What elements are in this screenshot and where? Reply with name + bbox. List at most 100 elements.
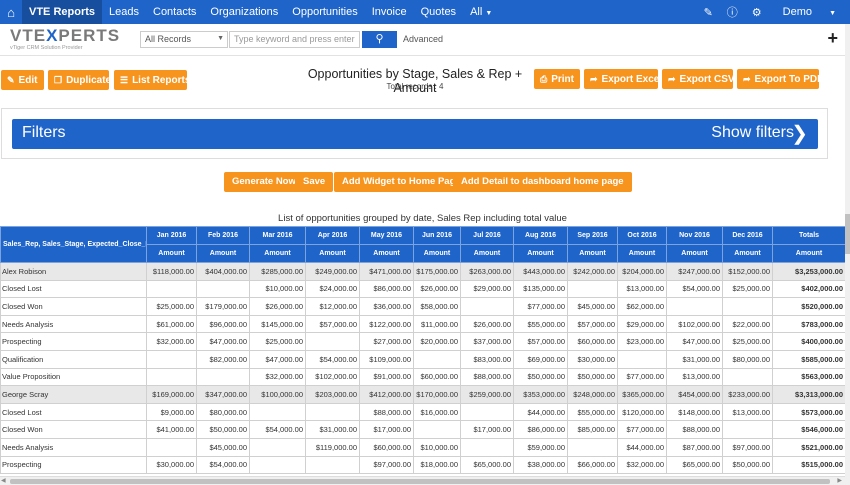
vertical-scroll-thumb[interactable] [845, 214, 850, 254]
horizontal-scrollbar[interactable]: ◀ ▶ [0, 476, 845, 485]
export-excel-button-label: Export Excel [601, 74, 663, 85]
duplicate-button-label: Duplicate [66, 75, 112, 86]
scroll-right-arrow-icon[interactable]: ▶ [837, 478, 842, 484]
nav-leads[interactable]: Leads [109, 6, 139, 18]
month-header[interactable]: Feb 2016 [196, 226, 250, 245]
record-filter-value: All Records [145, 34, 192, 44]
amount-cell: $45,000.00 [196, 437, 250, 457]
export-excel-button[interactable]: ➦ Export Excel [584, 69, 662, 89]
month-header[interactable]: Aug 2016 [513, 226, 568, 245]
amount-cell: $50,000.00 [513, 367, 568, 387]
month-header[interactable]: Mar 2016 [249, 226, 306, 245]
total-cell: $402,000.00 [772, 279, 845, 299]
amount-cell: $80,000.00 [196, 402, 250, 422]
search-input[interactable]: Type keyword and press enter [229, 31, 360, 48]
amount-header: Amount [772, 244, 845, 263]
amount-cell: $404,000.00 [196, 262, 250, 281]
generate-now-button[interactable]: Generate Now [224, 172, 304, 192]
sales-rep-cell: Alex Robison [0, 262, 147, 281]
table-row: Needs Analysis $45,000.00 $119,000.00 $60,0… [0, 437, 845, 457]
month-header[interactable]: May 2016 [359, 226, 414, 245]
amount-cell: $23,000.00 [617, 332, 667, 351]
save-button[interactable]: Save [295, 172, 334, 192]
month-header[interactable]: Jun 2016 [413, 226, 461, 245]
filters-toggle-bar[interactable]: Filters Show filters ❯ [12, 119, 818, 149]
gear-icon[interactable]: ⚙ [751, 6, 762, 19]
scroll-left-arrow-icon[interactable]: ◀ [1, 478, 6, 484]
amount-cell [617, 349, 667, 369]
amount-cell [460, 297, 514, 316]
table-row: Qualification $82,000.00 $47,000.00 $54,000… [0, 349, 845, 369]
export-icon: ➦ [590, 74, 598, 84]
amount-cell: $100,000.00 [249, 385, 306, 404]
amount-header: Amount [249, 244, 306, 263]
print-button[interactable]: ⎙ Print [534, 69, 580, 89]
amount-cell [460, 437, 514, 457]
amount-cell [305, 332, 360, 351]
nav-invoice[interactable]: Invoice [371, 6, 407, 18]
home-icon[interactable]: ⌂ [7, 4, 15, 20]
amount-cell: $347,000.00 [196, 385, 250, 404]
amount-cell [305, 402, 360, 422]
nav-opportunities[interactable]: Opportunities [292, 6, 358, 18]
amount-cell: $86,000.00 [359, 279, 414, 299]
totals-header[interactable]: Totals [772, 226, 845, 245]
table-row: Closed Lost $10,000.00 $24,000.00 $86,000.0… [0, 279, 845, 299]
edit-button[interactable]: ✎ Edit [1, 70, 44, 90]
duplicate-button[interactable]: ❐ Duplicate [48, 70, 112, 90]
total-cell: $400,000.00 [772, 332, 845, 351]
list-reports-button[interactable]: ☰ List Reports [114, 70, 190, 90]
user-menu[interactable]: Demo ▼ [769, 6, 850, 18]
group-column-header[interactable]: Sales_Rep, Sales_Stage, Expected_Close_D… [0, 226, 147, 263]
add-widget-button[interactable]: Add Widget to Home Page [334, 172, 469, 192]
pencil-icon[interactable]: ✎ [703, 6, 713, 19]
amount-cell: $285,000.00 [249, 262, 306, 281]
nav-vte-reports[interactable]: VTE Reports [22, 0, 103, 24]
month-header[interactable]: Nov 2016 [666, 226, 723, 245]
amount-cell: $31,000.00 [305, 420, 360, 439]
amount-cell: $60,000.00 [567, 332, 618, 351]
amount-header: Amount [305, 244, 360, 263]
month-header[interactable]: Oct 2016 [617, 226, 667, 245]
total-cell: $783,000.00 [772, 314, 845, 334]
month-header[interactable]: Apr 2016 [305, 226, 360, 245]
amount-cell: $13,000.00 [666, 367, 723, 387]
info-icon[interactable]: ⓘ [726, 7, 738, 19]
amount-cell: $204,000.00 [617, 262, 667, 281]
amount-cell: $170,000.00 [413, 385, 461, 404]
amount-cell: $29,000.00 [460, 279, 514, 299]
sales-stage-cell: Closed Lost [0, 402, 147, 422]
amount-cell: $10,000.00 [249, 279, 306, 299]
nav-all-menu[interactable]: All ▼ [463, 0, 499, 24]
horizontal-scroll-thumb[interactable] [10, 479, 830, 484]
amount-cell: $24,000.00 [305, 279, 360, 299]
nav-quotes[interactable]: Quotes [420, 6, 457, 18]
total-cell: $563,000.00 [772, 367, 845, 387]
amount-cell: $30,000.00 [146, 455, 197, 475]
nav-contacts[interactable]: Contacts [153, 6, 197, 18]
amount-cell [249, 437, 306, 457]
add-icon[interactable]: + [827, 28, 838, 48]
table-row: Value Proposition $32,000.00 $102,000.00 $9… [0, 367, 845, 387]
export-pdf-button[interactable]: ➦ Export To PDF [737, 69, 823, 89]
add-detail-button[interactable]: Add Detail to dashboard home page [453, 172, 632, 192]
month-header[interactable]: Dec 2016 [722, 226, 773, 245]
report-table: Sales_Rep, Sales_Stage, Expected_Close_D… [0, 226, 845, 475]
amount-cell: $26,000.00 [249, 297, 306, 316]
advanced-search-link[interactable]: Advanced [403, 34, 444, 44]
company-logo[interactable]: VTEXPERTS vTiger CRM Solution Provider [10, 27, 120, 52]
amount-cell [196, 367, 250, 387]
export-csv-button[interactable]: ➦ Export CSV [662, 69, 735, 89]
amount-header: Amount [359, 244, 414, 263]
amount-cell [666, 297, 723, 316]
month-header[interactable]: Jul 2016 [460, 226, 514, 245]
month-header[interactable]: Sep 2016 [567, 226, 618, 245]
amount-cell: $443,000.00 [513, 262, 568, 281]
nav-organizations[interactable]: Organizations [210, 6, 279, 18]
month-header[interactable]: Jan 2016 [146, 226, 197, 245]
amount-cell: $16,000.00 [413, 402, 461, 422]
vertical-scrollbar[interactable] [845, 24, 850, 485]
record-filter-select[interactable]: All Records ▼ [140, 31, 228, 48]
amount-cell: $29,000.00 [617, 314, 667, 334]
search-button[interactable]: ⚲ [362, 31, 397, 48]
